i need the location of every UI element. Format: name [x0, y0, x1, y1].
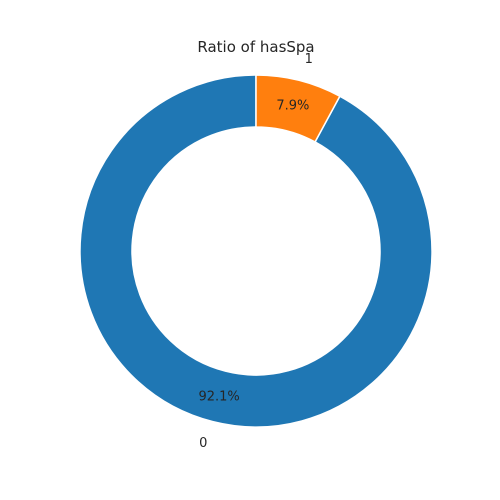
slice-0	[80, 75, 432, 427]
chart-title: Ratio of hasSpa	[197, 38, 314, 56]
category-label-1: 1	[305, 52, 313, 67]
percent-label-1: 7.9%	[276, 99, 309, 114]
percent-label-0: 92.1%	[198, 389, 239, 404]
category-label-0: 0	[199, 436, 207, 451]
slices-group	[80, 75, 432, 427]
